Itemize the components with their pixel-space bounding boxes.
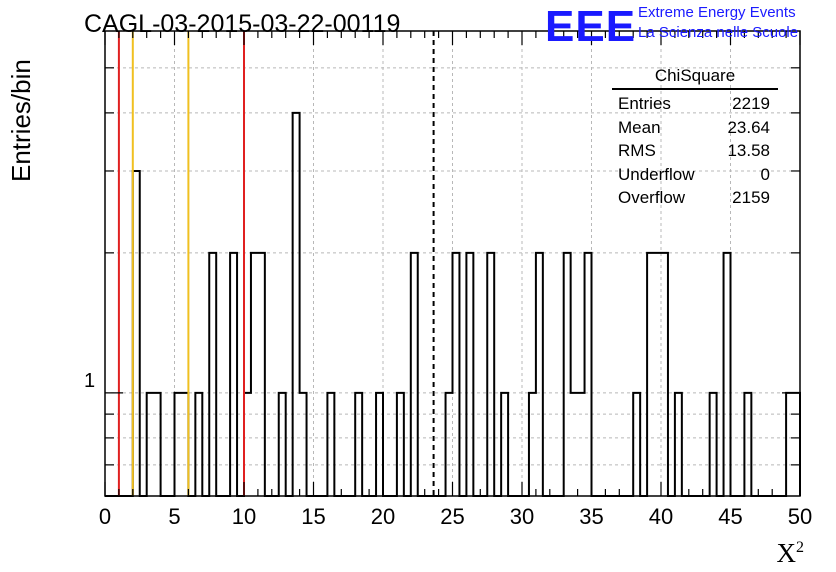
- chart-title: CAGL-03-2015-03-22-00119: [84, 10, 401, 38]
- histogram-bin: [133, 171, 140, 496]
- histogram-bin: [230, 253, 237, 496]
- x-tick-label: 20: [371, 504, 395, 529]
- histogram-bin: [446, 393, 453, 496]
- histogram-bin: [647, 253, 654, 496]
- x-tick-label: 15: [301, 504, 325, 529]
- histogram-bin: [501, 393, 508, 496]
- x-tick-label: 35: [579, 504, 603, 529]
- histogram-bin: [744, 393, 751, 496]
- histogram-bin: [536, 253, 543, 496]
- histogram-bin: [675, 393, 682, 496]
- histogram-bin: [251, 253, 258, 496]
- histogram-bin: [786, 393, 793, 496]
- histogram-bin: [529, 393, 536, 496]
- histogram-bin: [654, 253, 661, 496]
- histogram-bin: [293, 113, 300, 496]
- x-tick-label: 50: [788, 504, 812, 529]
- stats-label: Mean: [618, 117, 661, 137]
- histogram-bin: [244, 393, 251, 496]
- histogram-bin: [376, 393, 383, 496]
- histogram-bin: [355, 393, 362, 496]
- histogram-bin: [564, 253, 571, 496]
- stats-value: 13.58: [727, 141, 770, 160]
- stats-value: 0: [760, 164, 770, 184]
- histogram-bin: [397, 393, 404, 496]
- histogram-bin: [327, 393, 334, 496]
- x-tick-label: 30: [510, 504, 534, 529]
- histogram-bin: [453, 253, 460, 496]
- histogram-bin: [466, 253, 473, 496]
- stats-value: 2159: [732, 188, 770, 207]
- stats-value: 23.64: [727, 117, 770, 137]
- histogram-bin: [633, 393, 640, 496]
- x-axis-label: X2: [776, 538, 805, 568]
- stats-row-entries: Entries 2219: [612, 92, 778, 116]
- histogram-bin: [793, 393, 800, 496]
- stats-label: Underflow: [618, 164, 695, 184]
- stats-row-mean: Mean 23.64: [612, 116, 778, 140]
- logo-line-2: La Scienza nelle Scuole: [638, 24, 799, 41]
- stats-label: RMS: [618, 141, 656, 160]
- logo-line-1: Extreme Energy Events: [638, 4, 796, 21]
- histogram-bin: [181, 393, 188, 496]
- x-tick-label: 0: [99, 504, 111, 529]
- stats-row-underflow: Underflow 0: [612, 163, 778, 187]
- stats-row-rms: RMS 13.58: [612, 139, 778, 163]
- histogram-bin: [661, 253, 668, 496]
- histogram-bin: [724, 253, 731, 496]
- y-axis-label: Entries/bin: [6, 59, 36, 182]
- histogram-bin: [154, 393, 161, 496]
- histogram-bin: [585, 253, 592, 496]
- histogram-bin: [710, 393, 717, 496]
- histogram-bin: [279, 393, 286, 496]
- eee-logo: EEE: [545, 2, 637, 51]
- histogram-bin: [300, 393, 307, 496]
- stats-title: ChiSquare: [612, 66, 778, 90]
- x-tick-label: 5: [168, 504, 180, 529]
- histogram-bin: [571, 393, 578, 496]
- stats-label: Overflow: [618, 188, 686, 207]
- x-tick-label: 25: [440, 504, 464, 529]
- x-tick-label: 40: [649, 504, 673, 529]
- histogram-bin: [147, 393, 154, 496]
- histogram-bin: [195, 393, 202, 496]
- stats-box: ChiSquare Entries 2219 Mean 23.64 RMS 13…: [612, 66, 778, 210]
- histogram-bin: [175, 393, 182, 496]
- stats-value: 2219: [732, 94, 770, 113]
- y-tick-label: 1: [84, 370, 96, 392]
- stats-label: Entries: [618, 94, 671, 113]
- histogram-bin: [209, 253, 216, 496]
- stats-row-overflow: Overflow 2159: [612, 186, 778, 210]
- histogram-bin: [411, 253, 418, 496]
- histogram-bin: [487, 253, 494, 496]
- x-tick-label: 45: [718, 504, 742, 529]
- histogram-bin: [258, 253, 265, 496]
- x-tick-label: 10: [232, 504, 256, 529]
- histogram-bin: [578, 393, 585, 496]
